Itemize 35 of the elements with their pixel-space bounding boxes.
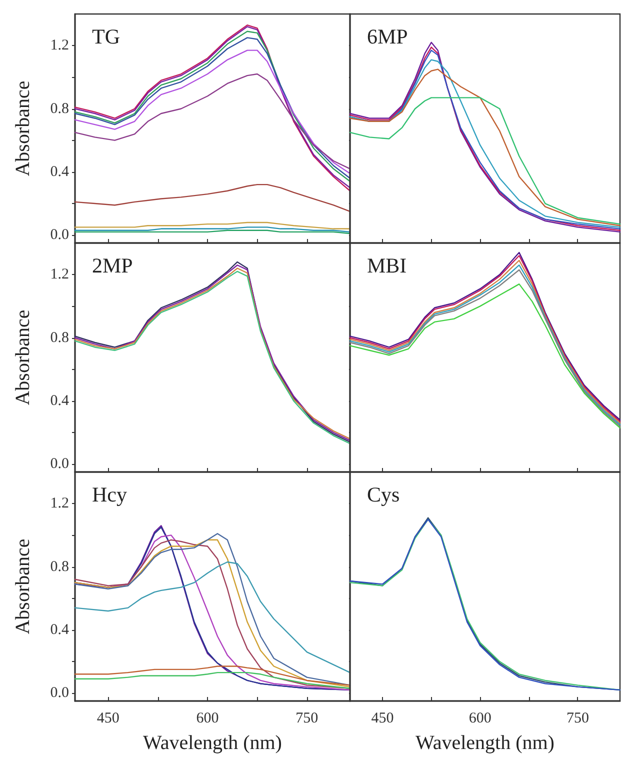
y-tick-label: 1.2 bbox=[50, 38, 69, 54]
x-tick-label: 600 bbox=[196, 710, 219, 726]
line-series bbox=[74, 672, 351, 689]
x-tick-label: 600 bbox=[468, 710, 492, 726]
line-series bbox=[74, 561, 351, 674]
x-tick-label: 450 bbox=[371, 710, 394, 726]
line-series bbox=[74, 222, 351, 230]
x-axis-title: Wavelength (nm) bbox=[416, 732, 554, 754]
y-tick-label: 0.8 bbox=[50, 558, 69, 575]
text: Cys bbox=[367, 482, 400, 506]
line-series bbox=[74, 184, 351, 212]
text: 2MP bbox=[92, 254, 133, 278]
text: TG bbox=[92, 24, 120, 48]
y-tick-label: 0.4 bbox=[50, 392, 70, 409]
y-tick-label: 1.2 bbox=[50, 496, 69, 512]
text: MBI bbox=[367, 254, 407, 278]
y-axis-title: Absorbance bbox=[12, 310, 34, 406]
text: Hcy bbox=[92, 482, 128, 506]
x-tick-label: 450 bbox=[96, 710, 120, 726]
y-axis-title: Absorbance bbox=[12, 80, 34, 176]
y-tick-label: 0.8 bbox=[50, 100, 69, 117]
y-axis-title: Absorbance bbox=[12, 538, 34, 634]
text: 6MP bbox=[367, 24, 408, 48]
line-series bbox=[74, 73, 351, 170]
y-tick-label: 0.0 bbox=[50, 456, 69, 472]
y-tick-label: 0.4 bbox=[50, 164, 70, 180]
x-tick-label: 750 bbox=[566, 710, 589, 726]
y-tick-label: 0.8 bbox=[50, 330, 69, 346]
y-tick-label: 0.4 bbox=[50, 622, 70, 638]
y-tick-label: 0.0 bbox=[50, 685, 69, 702]
x-tick-label: 750 bbox=[296, 710, 318, 726]
y-tick-label: 0.0 bbox=[50, 227, 69, 244]
x-axis-title: Wavelength (nm) bbox=[143, 732, 282, 754]
y-tick-label: 1.2 bbox=[50, 266, 69, 283]
line-series bbox=[74, 666, 351, 686]
